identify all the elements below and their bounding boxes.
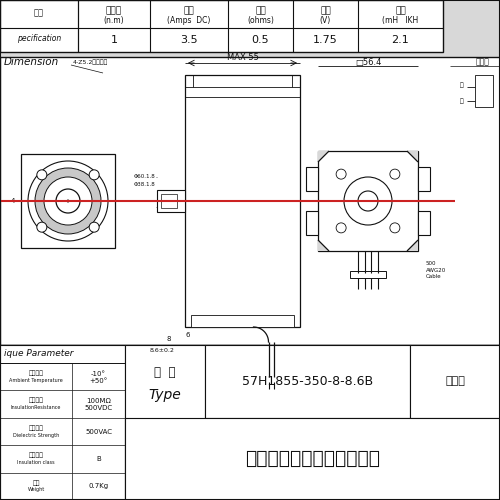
Circle shape xyxy=(66,200,70,202)
Text: 负: 负 xyxy=(459,98,463,104)
Circle shape xyxy=(37,170,47,180)
Text: 绕线图: 绕线图 xyxy=(476,58,490,66)
Text: 4-Ζ5.2（通孔）: 4-Ζ5.2（通孔） xyxy=(73,59,108,65)
Text: 电感: 电感 xyxy=(395,6,406,15)
Text: 正: 正 xyxy=(459,82,463,88)
Text: pecification: pecification xyxy=(17,34,61,43)
Bar xyxy=(185,75,300,327)
Bar xyxy=(318,151,418,251)
Text: 0.7Kg: 0.7Kg xyxy=(88,484,108,490)
Bar xyxy=(266,376,278,382)
Circle shape xyxy=(28,161,108,241)
Text: -10°: -10° xyxy=(91,370,106,376)
Circle shape xyxy=(89,170,99,180)
Text: 1: 1 xyxy=(110,35,117,45)
Bar xyxy=(21,154,115,248)
Text: 重量: 重量 xyxy=(32,480,40,486)
Polygon shape xyxy=(318,240,329,251)
Text: 环境温度: 环境温度 xyxy=(28,370,44,376)
Text: 静力矩: 静力矩 xyxy=(106,6,122,15)
Text: Weight: Weight xyxy=(28,488,44,492)
Bar xyxy=(125,418,500,500)
Circle shape xyxy=(390,169,400,179)
Text: Φ38.1.8: Φ38.1.8 xyxy=(133,182,155,186)
Text: 3.5: 3.5 xyxy=(180,35,198,45)
Text: MAX 55: MAX 55 xyxy=(226,54,258,62)
Text: (ohms): (ohms) xyxy=(247,16,274,24)
Circle shape xyxy=(336,169,346,179)
Polygon shape xyxy=(407,151,418,162)
Circle shape xyxy=(358,191,378,211)
Text: 绝缘电阻: 绝缘电阻 xyxy=(28,398,44,404)
Bar xyxy=(475,75,493,107)
Bar xyxy=(191,315,294,327)
Bar xyxy=(410,345,500,418)
Text: Φ60.1.8: Φ60.1.8 xyxy=(133,174,155,178)
Text: ique Parameter: ique Parameter xyxy=(4,350,73,358)
Text: □56.4: □56.4 xyxy=(355,58,381,66)
Circle shape xyxy=(44,177,92,225)
Circle shape xyxy=(56,189,80,213)
Text: (Amps  DC): (Amps DC) xyxy=(168,16,210,24)
Text: 技术规: 技术规 xyxy=(445,376,465,386)
Text: 规格: 规格 xyxy=(34,8,44,17)
Text: +50°: +50° xyxy=(90,378,108,384)
Text: 8: 8 xyxy=(167,336,171,342)
Text: 2.1: 2.1 xyxy=(392,35,409,45)
Text: 8.6±0.2: 8.6±0.2 xyxy=(150,348,174,354)
Bar xyxy=(0,345,125,500)
Circle shape xyxy=(344,177,392,225)
Circle shape xyxy=(390,223,400,233)
Text: 1.75: 1.75 xyxy=(313,35,338,45)
Text: 绝缘等级: 绝缘等级 xyxy=(28,452,44,458)
Text: 6: 6 xyxy=(186,332,190,338)
Text: 500VAC: 500VAC xyxy=(85,428,112,434)
Text: 4: 4 xyxy=(11,198,15,204)
Bar xyxy=(205,345,410,418)
Bar xyxy=(306,167,318,191)
Polygon shape xyxy=(318,151,329,162)
Bar xyxy=(306,211,318,235)
Text: InsulationResistance: InsulationResistance xyxy=(11,405,61,410)
Text: 常州市鸥柯达电器有限公司: 常州市鸥柯达电器有限公司 xyxy=(245,450,380,468)
Text: Ambient Temperature: Ambient Temperature xyxy=(9,378,63,382)
Bar xyxy=(157,190,185,212)
Text: Dimension: Dimension xyxy=(4,57,59,67)
Text: Type: Type xyxy=(148,388,182,402)
Bar xyxy=(418,167,430,191)
Text: 电阻: 电阻 xyxy=(255,6,266,15)
Text: Insulation class: Insulation class xyxy=(17,460,55,465)
Bar xyxy=(161,194,177,208)
Text: 0.5: 0.5 xyxy=(252,35,270,45)
Text: Dielectric Strength: Dielectric Strength xyxy=(13,432,59,438)
Circle shape xyxy=(336,223,346,233)
Text: 100MΩ: 100MΩ xyxy=(86,398,111,404)
Bar xyxy=(0,0,443,52)
Circle shape xyxy=(35,168,101,234)
Text: B: B xyxy=(96,456,101,462)
Bar xyxy=(125,345,205,500)
Text: 500
AWG20
Cable: 500 AWG20 Cable xyxy=(426,261,446,279)
Text: 500VDC: 500VDC xyxy=(84,405,112,411)
Text: 型  号: 型 号 xyxy=(154,366,176,379)
Text: (V): (V) xyxy=(320,16,331,24)
Text: 电压: 电压 xyxy=(320,6,331,15)
Circle shape xyxy=(89,222,99,232)
Text: (n.m): (n.m) xyxy=(104,16,124,24)
Bar xyxy=(0,57,500,345)
Bar xyxy=(0,345,500,500)
Text: 57H1855-350-8-8.6B: 57H1855-350-8-8.6B xyxy=(242,375,373,388)
Text: 电流: 电流 xyxy=(184,6,194,15)
Bar xyxy=(350,271,386,278)
Text: 介电强度: 介电强度 xyxy=(28,425,44,431)
Polygon shape xyxy=(407,240,418,251)
Bar xyxy=(418,211,430,235)
Text: (mH   IKH: (mH IKH xyxy=(382,16,418,24)
Circle shape xyxy=(37,222,47,232)
